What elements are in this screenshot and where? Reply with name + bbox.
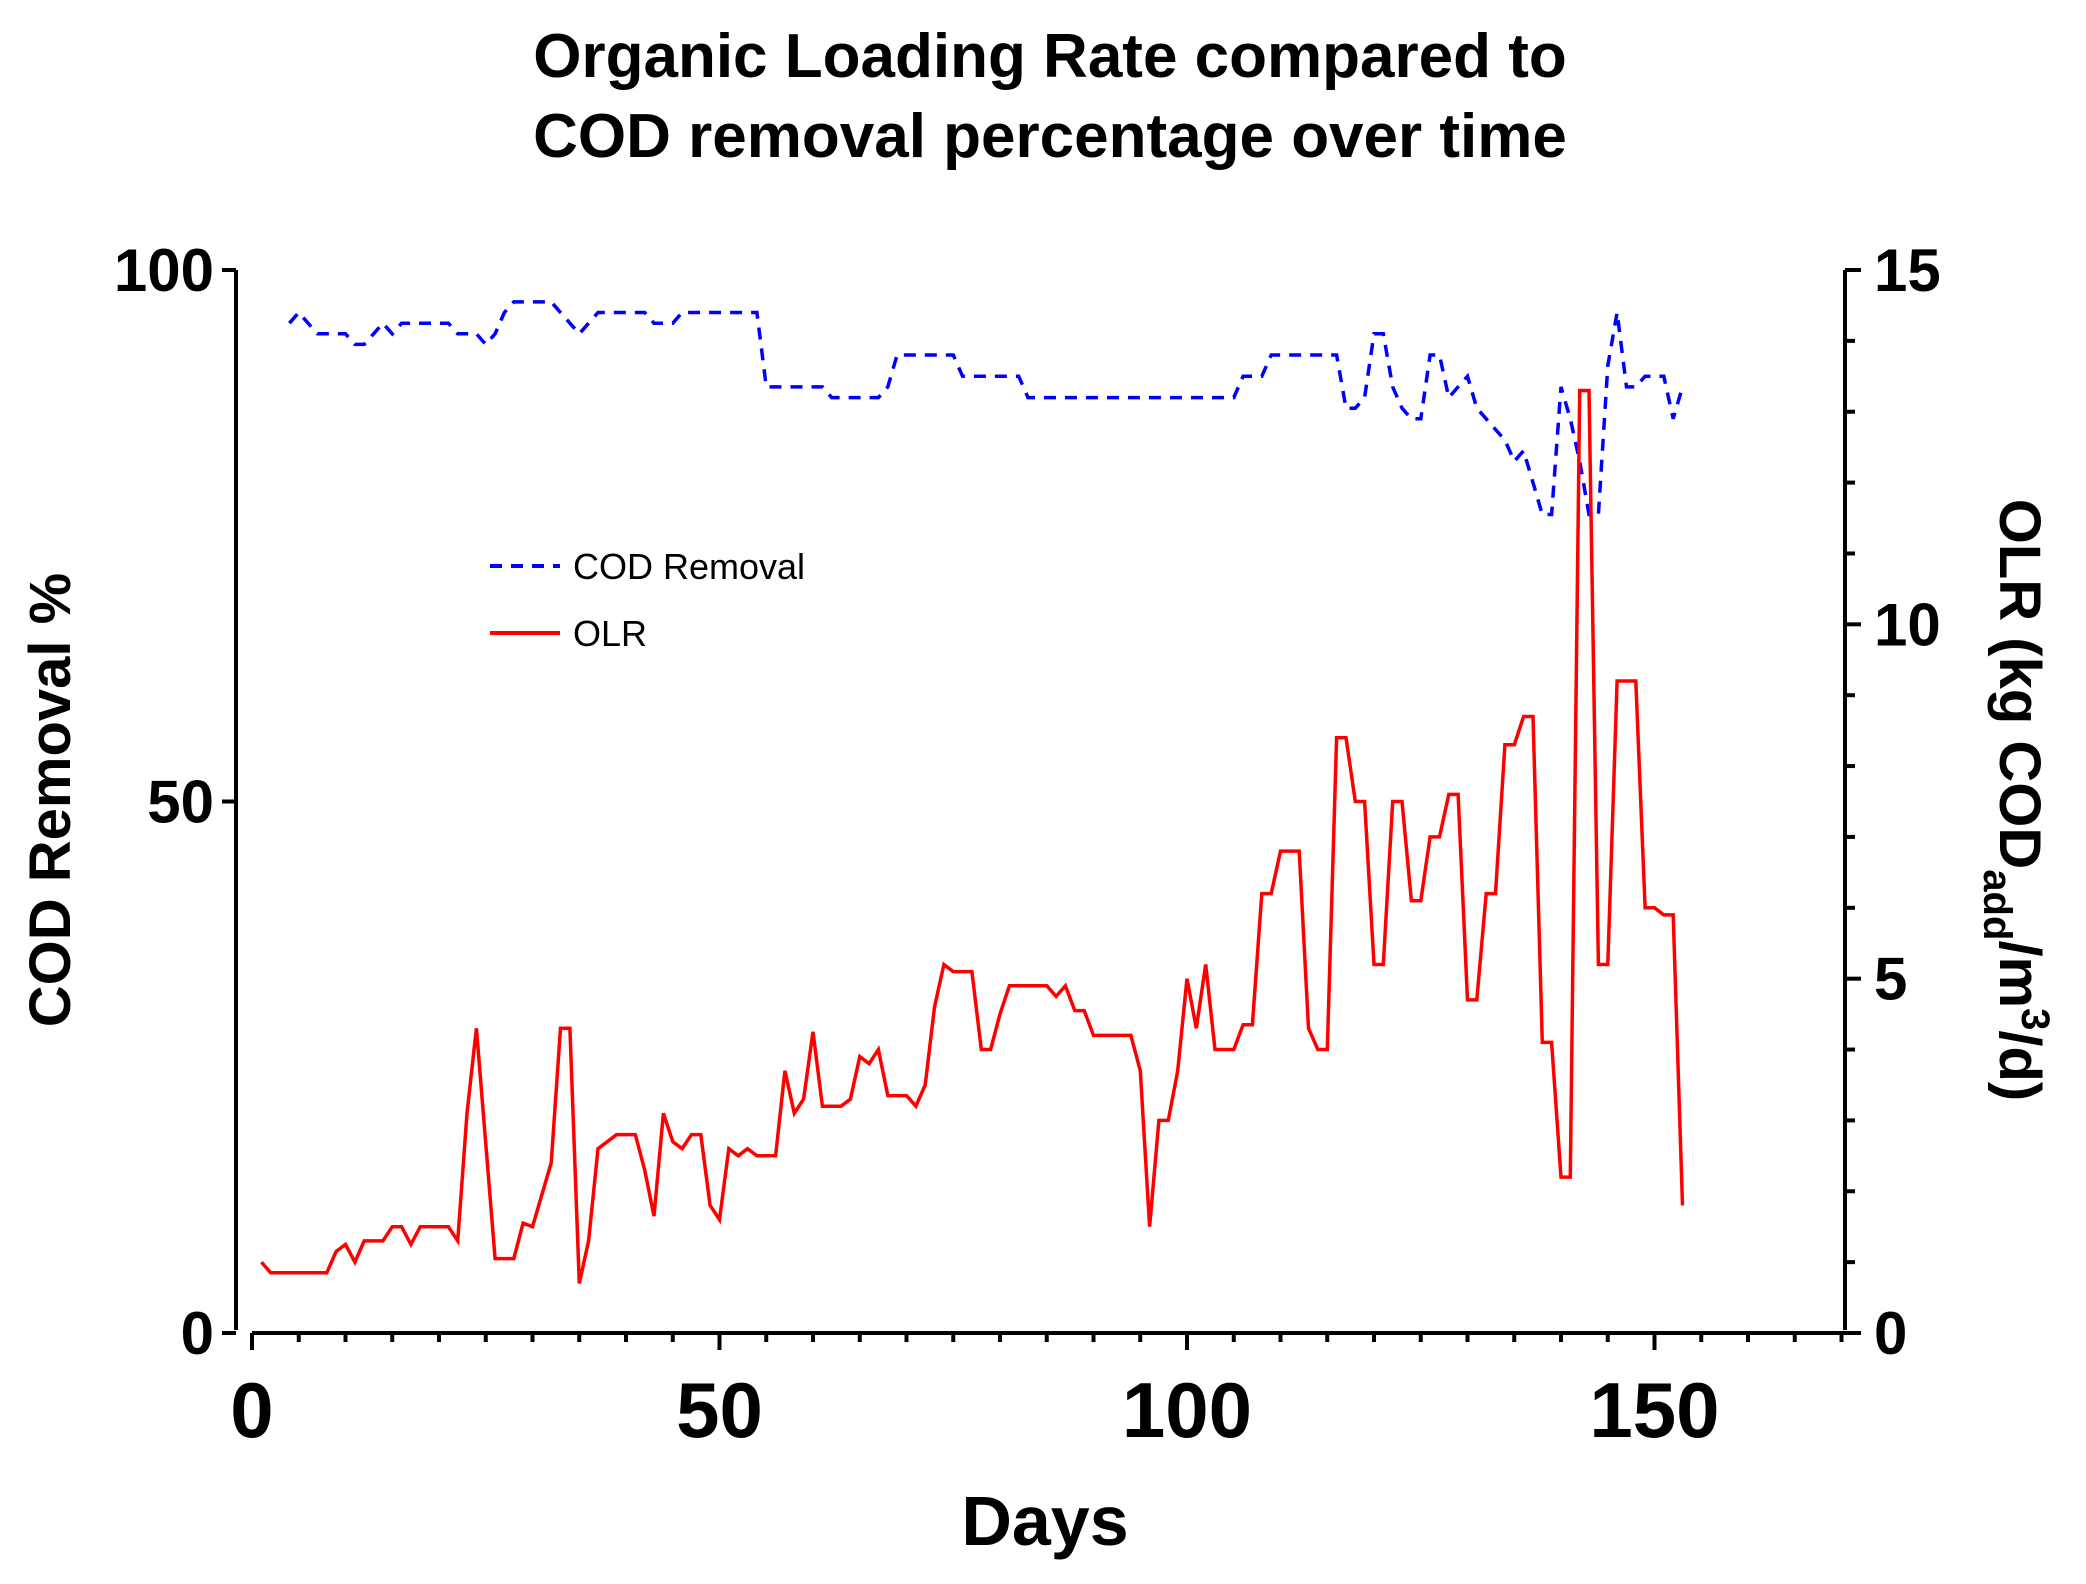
- chart-title-line2: COD removal percentage over time: [533, 102, 1567, 171]
- y-left-tick-label: 50: [147, 769, 214, 836]
- y-right-tick-label: 15: [1874, 237, 1941, 304]
- y-left-axis-title: COD Removal %: [18, 573, 83, 1027]
- legend-label-cod: COD Removal: [573, 546, 805, 587]
- legend: COD Removal OLR: [490, 546, 805, 654]
- series-layer: [260, 300, 1685, 1284]
- x-tick-label: 0: [230, 1366, 273, 1454]
- y-right-title-sub: add: [1975, 869, 2019, 940]
- x-tick-label: 100: [1122, 1366, 1252, 1454]
- y-right-title-mid: /m: [1987, 940, 2052, 1008]
- legend-label-olr: OLR: [573, 613, 647, 654]
- x-tick-label: 50: [676, 1366, 763, 1454]
- y-left-tick-label: 100: [114, 237, 214, 304]
- y-right-tick-label: 0: [1874, 1300, 1907, 1367]
- y-right-title-prefix: OLR (kg COD: [1987, 499, 2052, 870]
- y-right-title-suffix: /d): [1987, 1030, 2052, 1101]
- chart-title-line1: Organic Loading Rate compared to: [533, 22, 1566, 91]
- y-right-tick-label: 10: [1874, 591, 1941, 658]
- x-tick-label: 150: [1589, 1366, 1719, 1454]
- y-right-axis-title: OLR (kg CODadd/m3/d): [1975, 499, 2057, 1101]
- y-left-tick-label: 0: [181, 1300, 214, 1367]
- x-axis-title: Days: [961, 1482, 1128, 1560]
- series-line-cod-removal: [288, 300, 1685, 517]
- y-right-tick-label: 5: [1874, 946, 1907, 1013]
- series-line-olr: [260, 388, 1685, 1284]
- y-right-title-sup: 3: [2013, 1008, 2057, 1030]
